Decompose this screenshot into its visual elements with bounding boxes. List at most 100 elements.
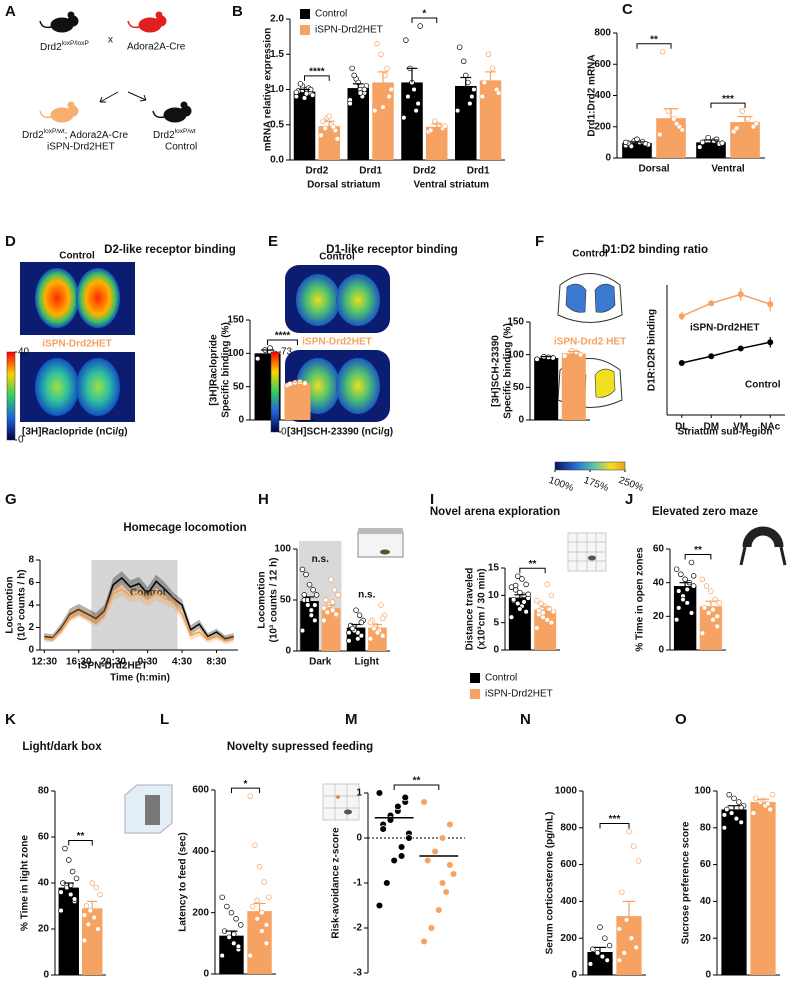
bar [479,80,502,160]
panel-letter: L [160,711,169,728]
data-point [471,86,477,93]
y-tick-label: 600 [594,59,611,70]
data-point [696,144,703,150]
data-point [738,804,744,811]
panel-title: D1-like receptor binding [326,244,458,256]
striatum [565,283,616,313]
colorbar-label: [3H]SCH-23390 (nCi/g) [287,427,393,438]
data-point [384,65,390,72]
image-label: iSPN-Drd2HET [302,337,371,348]
bar [293,91,316,160]
data-point [523,581,529,588]
data-point [544,581,550,588]
data-point [303,90,310,97]
y-tick-label: 50 [280,595,292,606]
cage-icon [358,528,403,534]
bar [401,82,423,160]
colorbar-label: [3H]Raclopride (nCi/g) [22,427,128,438]
legend-swatch [300,25,310,35]
data-point [427,924,436,932]
significance-label: ** [650,34,658,45]
data-point [312,602,318,608]
arena-icon [344,809,352,815]
data-point [510,596,517,603]
data-point [287,381,293,387]
data-point [403,37,409,43]
x-tick-label: 4:30 [172,657,192,668]
series-label: Control [130,588,166,599]
y-tick-label: 600 [560,859,577,870]
data-point [699,139,706,146]
data-point [331,587,338,593]
y-tick-label: 20 [700,933,712,944]
image-label: Control [59,251,95,262]
y-tick-label: 40 [38,878,50,889]
legend-swatch [470,689,480,699]
y-tick-label: 1 [356,788,362,799]
data-point [753,120,760,127]
data-point [349,65,355,72]
data-point [456,44,463,50]
data-point [247,952,254,959]
data-point [659,48,666,55]
y-tick-label: 100 [274,544,291,555]
data-point [380,104,386,110]
legend-label: iSPN-Drd2HET [315,25,383,36]
data-point [671,116,677,122]
data-point [299,627,306,634]
significance-label: n.s. [358,590,375,601]
data-point [765,801,771,807]
y-tick-label: 1.0 [270,84,284,95]
panel-letter: B [232,3,243,20]
group-label: Dorsal striatum [307,180,380,191]
panel-title: D1:D2 binding ratio [602,244,708,256]
brain-image [76,268,120,328]
data-point [427,127,434,134]
colorbar-tick-label: 100% [547,475,575,494]
x-tick-label: Dorsal [638,164,669,175]
significance-bracket [230,787,261,794]
line [681,341,771,364]
arena-icon [588,555,596,561]
brain-image [76,358,120,416]
x-tick-label: 16:30 [66,657,92,668]
y-tick-label: 0 [238,415,244,426]
bar [561,353,586,420]
data-point [397,843,406,851]
x-tick-label: Drd2 [305,166,328,177]
data-point [534,356,540,362]
data-point [312,617,318,624]
data-point [405,93,411,100]
data-point [318,132,324,139]
data-point [383,879,391,887]
legend-label: iSPN-Drd2HET [485,689,553,700]
data-point [634,136,640,143]
significance-bracket [267,339,298,345]
data-point [329,607,336,613]
data-point [635,858,642,864]
y-axis-label: % Time in light zone [20,835,31,931]
y-tick-label: 400 [594,90,611,101]
arrows [99,91,147,103]
data-point [508,614,515,620]
series-label: Control [745,380,781,391]
data-point [733,815,740,822]
data-point [91,914,97,921]
panel-title: D2-like receptor binding [104,244,236,256]
significance-bracket [599,822,630,829]
data-point [733,125,740,132]
significance-bracket [519,567,546,574]
significance-label: ** [413,776,421,787]
data-point [657,131,663,138]
data-point [719,140,725,146]
data-point [446,820,454,829]
y-tick-label: 2.0 [270,14,284,25]
box-icon [145,795,160,825]
colorbar-tick-label: 73 [281,347,293,358]
genotype: Drd2loxP/wt; Adora2A-Cre [22,128,128,141]
data-point [420,798,428,806]
colorbar-tick-label: 40 [18,347,30,358]
y-tick-label: 60 [653,544,665,555]
y-tick-label: 150 [227,315,244,326]
data-point [235,943,242,950]
